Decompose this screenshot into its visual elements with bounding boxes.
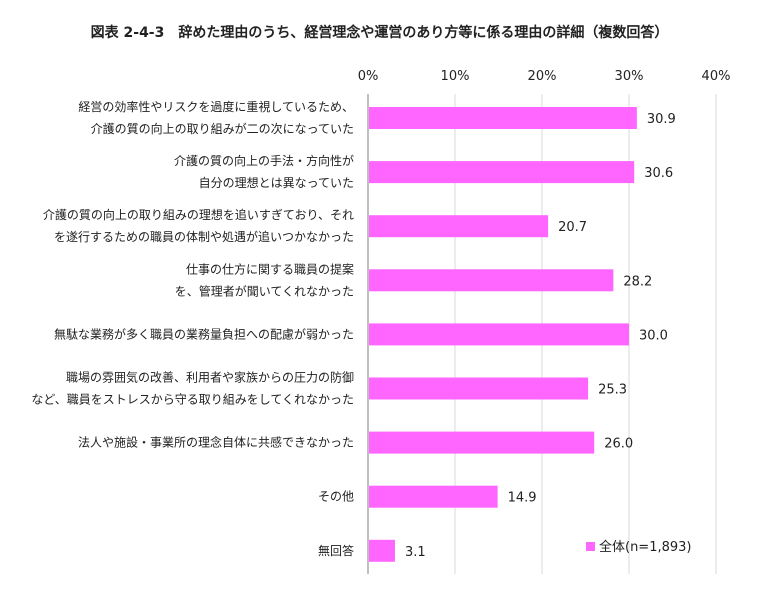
bar-8 [369,485,498,508]
value-label-3: 20.7 [558,220,587,235]
bars [369,107,637,562]
category-label-line: 経営の効率性やリスクを過度に重視しているため、 [78,99,354,114]
category-label-6: 職場の雰囲気の改善、利用者や家族からの圧力の防御など、職員をストレスから守る取り… [31,370,354,407]
category-label-7: 法人や施設・事業所の理念自体に共感できなかった [78,435,354,450]
value-label-5: 30.0 [639,328,668,343]
chart-title: 図表 2-4-3 辞めた理由のうち、経営理念や運営のあり方等に係る理由の詳細（複… [90,25,669,41]
bar-6 [369,377,589,400]
category-label-1: 経営の効率性やリスクを過度に重視しているため、介護の質の向上の取り組みが二の次に… [78,99,354,136]
value-label-1: 30.9 [647,112,676,127]
category-label-line: を、管理者が聞いてくれなかった [175,283,354,298]
category-label-line: 職場の雰囲気の改善、利用者や家族からの圧力の防御 [66,370,354,385]
category-label-5: 無駄な業務が多く職員の業務量負担への配慮が弱かった [54,326,354,341]
value-label-8: 14.9 [508,491,537,506]
value-label-2: 30.6 [644,166,673,181]
value-labels: 30.9 30.6 20.7 28.2 30.0 25.3 26.0 14.9 3.1 [405,112,676,560]
x-axis-ticks: 0% 10% 20% 30% 40% [358,69,731,84]
category-label-line: など、職員をストレスから守る取り組みをしてくれなかった [31,393,354,407]
bar-2 [369,161,635,184]
category-label-line: 無回答 [318,543,354,558]
tick-label-20: 20% [528,69,557,84]
value-label-6: 25.3 [598,383,627,398]
bar-3 [369,215,549,238]
bar-1 [369,107,637,129]
category-label-line: 介護の質の向上の手法・方向性が [174,153,354,168]
value-label-4: 28.2 [623,274,652,289]
category-label-line: 介護の質の向上の取り組みが二の次になっていた [91,121,354,136]
tick-label-0: 0% [358,69,379,84]
tick-label-10: 10% [441,69,470,84]
legend-label: 全体(n=1,893) [599,539,692,555]
category-label-3: 介護の質の向上の取り組みの理想を追いすぎており、それを遂行するための職員の体制や… [43,207,354,244]
category-label-line: を遂行するための職員の体制や処遇が追いつかなかった [54,229,354,244]
category-label-line: その他 [318,490,354,504]
tick-label-30: 30% [615,69,644,84]
category-label-line: 無駄な業務が多く職員の業務量負担への配慮が弱かった [54,326,354,341]
category-label-line: 法人や施設・事業所の理念自体に共感できなかった [78,435,354,450]
bar-9 [369,539,395,562]
bar-4 [369,269,614,292]
category-label-line: 仕事の仕方に関する職員の提案 [186,261,354,276]
value-label-7: 26.0 [604,437,633,452]
category-label-line: 介護の質の向上の取り組みの理想を追いすぎており、それ [43,207,354,222]
bar-5 [369,323,629,346]
bar-7 [369,431,595,454]
tick-label-40: 40% [702,69,731,84]
value-label-9: 3.1 [405,545,426,560]
legend-swatch [586,542,595,551]
category-label-9: 無回答 [318,543,354,558]
legend: 全体(n=1,893) [586,539,692,555]
category-labels: 経営の効率性やリスクを過度に重視しているため、介護の質の向上の取り組みが二の次に… [31,99,354,558]
category-label-line: 自分の理想とは異なっていた [199,175,354,190]
category-label-8: その他 [318,490,354,504]
